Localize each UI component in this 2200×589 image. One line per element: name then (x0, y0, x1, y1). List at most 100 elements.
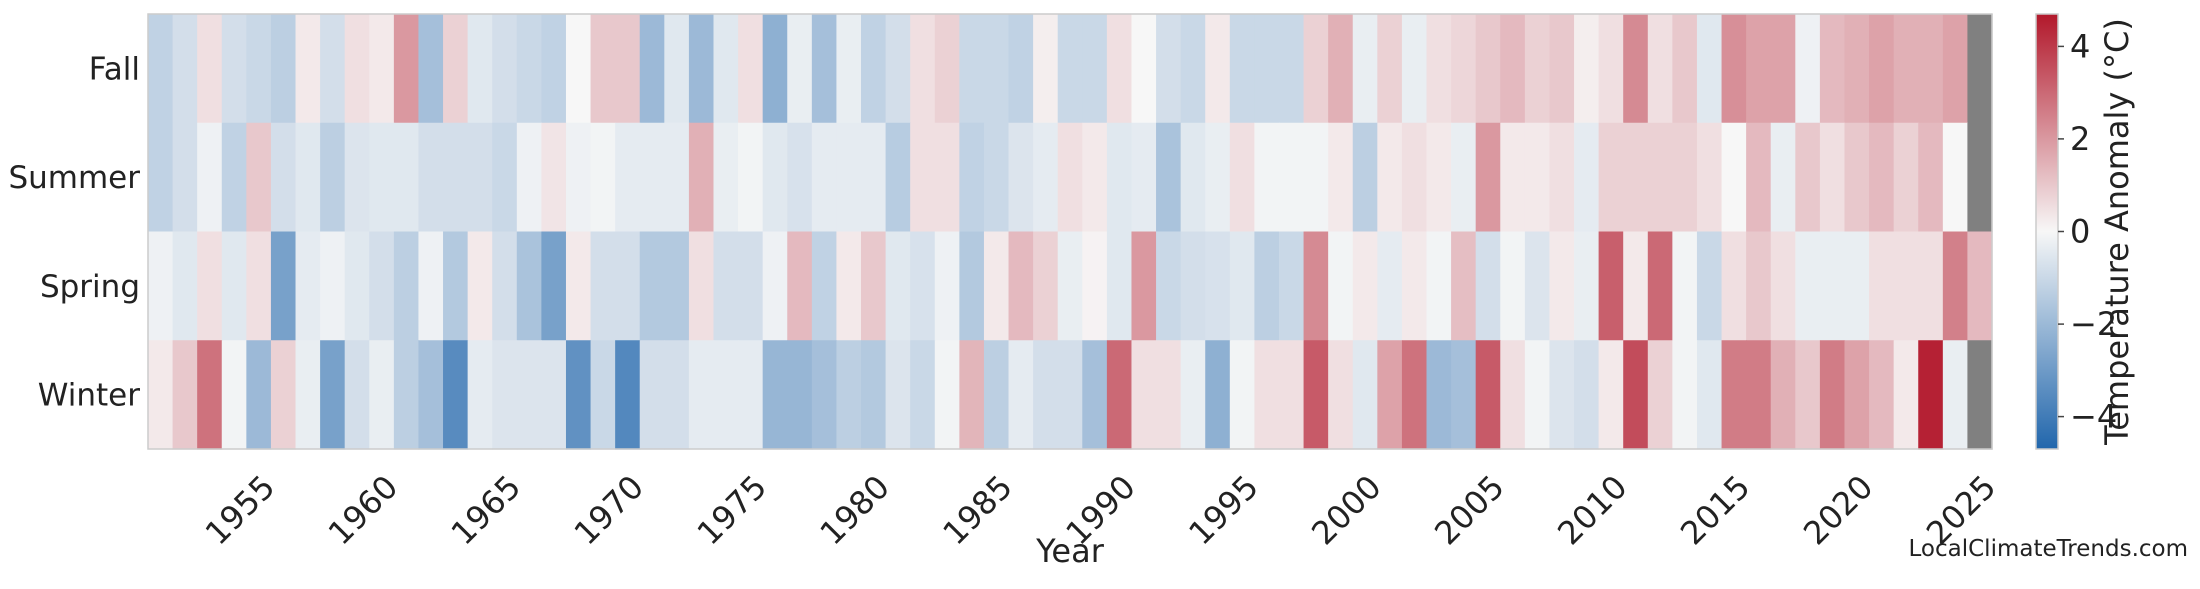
heatmap-cell-spring-1992 (1156, 231, 1182, 341)
x-tick-1970: 1970 (567, 468, 651, 552)
heatmap-cell-spring-2013 (1672, 231, 1698, 341)
heatmap-cell-spring-1990 (1106, 231, 1133, 341)
heatmap-cell-fall-1995 (1229, 14, 1255, 124)
heatmap-cell-spring-1966 (516, 231, 542, 341)
heatmap-cell-winter-2018 (1795, 340, 1821, 450)
heatmap-cell-summer-1966 (516, 122, 542, 233)
heatmap-cell-spring-1980 (861, 231, 887, 341)
heatmap-cell-summer-1978 (811, 122, 838, 233)
heatmap-cell-winter-1965 (492, 340, 518, 450)
heatmap-cell-winter-2002 (1401, 340, 1428, 450)
heatmap-cell-winter-2011 (1623, 340, 1649, 450)
heatmap-cell-summer-2004 (1451, 122, 1477, 233)
heatmap-cell-winter-2004 (1451, 340, 1477, 450)
x-tick-2005: 2005 (1427, 468, 1511, 552)
x-tick-1985: 1985 (935, 468, 1019, 552)
heatmap-cell-winter-1999 (1328, 340, 1354, 450)
heatmap-cell-summer-1986 (1008, 122, 1034, 233)
heatmap-cell-fall-2000 (1352, 14, 1378, 124)
source-credit: LocalClimateTrends.com (1909, 536, 2188, 562)
heatmap-cell-winter-1985 (983, 340, 1010, 450)
heatmap-cell-fall-1990 (1106, 14, 1133, 124)
heatmap-cell-fall-2013 (1672, 14, 1698, 124)
heatmap-cell-winter-1979 (836, 340, 862, 450)
heatmap-cell-spring-2011 (1623, 231, 1649, 341)
heatmap-cell-spring-2019 (1819, 231, 1846, 341)
heatmap-cell-winter-1986 (1008, 340, 1034, 450)
colorbar-tick-1: 2 (2070, 120, 2090, 158)
heatmap-cell-spring-1988 (1057, 231, 1083, 341)
heatmap-cell-summer-1980 (861, 122, 887, 233)
heatmap-cell-fall-1960 (369, 14, 395, 124)
heatmap-cell-winter-1971 (639, 340, 665, 450)
heatmap-cell-fall-1994 (1205, 14, 1231, 124)
x-tick-1960: 1960 (321, 468, 405, 552)
x-tick-2020: 2020 (1796, 468, 1880, 552)
heatmap-cell-fall-1986 (1008, 14, 1034, 124)
heatmap-cell-fall-1953 (197, 14, 223, 124)
heatmap-cell-fall-1959 (344, 14, 370, 124)
heatmap-cell-fall-1992 (1156, 14, 1182, 124)
heatmap-cell-fall-2011 (1623, 14, 1649, 124)
heatmap-cell-spring-2012 (1647, 231, 1673, 341)
heatmap-cell-winter-1990 (1106, 340, 1133, 450)
heatmap-cell-summer-1995 (1229, 122, 1255, 233)
heatmap-cell-winter-1978 (811, 340, 838, 450)
heatmap-cell-summer-1993 (1180, 122, 1206, 233)
heatmap-cell-fall-1956 (270, 14, 297, 124)
colorbar-tick-3: −2 (2070, 305, 2117, 343)
heatmap-cell-spring-1959 (344, 231, 370, 341)
heatmap-cell-winter-1996 (1254, 340, 1280, 450)
heatmap-cell-summer-1954 (221, 122, 247, 233)
x-axis-title: Year (1035, 532, 1105, 570)
heatmap-cell-winter-1983 (934, 340, 960, 450)
heatmap-cell-summer-1989 (1082, 122, 1108, 233)
heatmap-cell-winter-1959 (344, 340, 370, 450)
heatmap-cell-fall-1978 (811, 14, 838, 124)
heatmap-cell-fall-1963 (443, 14, 469, 124)
heatmap-cell-fall-2009 (1574, 14, 1600, 124)
heatmap-cell-summer-1981 (885, 122, 911, 233)
heatmap-cell-winter-1998 (1303, 340, 1329, 450)
heatmap-cell-fall-1972 (664, 14, 690, 124)
heatmap-cell-winter-2020 (1844, 340, 1870, 450)
heatmap-cell-fall-1967 (541, 14, 567, 124)
heatmap-cell-summer-2006 (1500, 122, 1526, 233)
heatmap-cell-spring-1958 (320, 231, 346, 341)
heatmap-cell-winter-2013 (1672, 340, 1698, 450)
heatmap-cell-spring-1963 (443, 231, 469, 341)
season-labels: Fall Summer Spring Winter (8, 51, 140, 413)
heatmap-cell-summer-1991 (1131, 122, 1157, 233)
heatmap-cell-spring-1978 (811, 231, 838, 341)
heatmap-cell-spring-2009 (1574, 231, 1600, 341)
heatmap-cell-summer-1970 (615, 122, 641, 233)
heatmap-cell-fall-1993 (1180, 14, 1206, 124)
heatmap-cell-summer-1987 (1033, 122, 1059, 233)
heatmap-cell-winter-2003 (1426, 340, 1452, 450)
heatmap-cell-spring-2005 (1475, 231, 1501, 341)
heatmap-cell-summer-2008 (1549, 122, 1575, 233)
heatmap-cell-winter-2016 (1746, 340, 1772, 450)
heatmap-cell-summer-1955 (246, 122, 272, 233)
heatmap-cell-fall-1961 (393, 14, 420, 124)
heatmap-cell-fall-2004 (1451, 14, 1477, 124)
heatmap-cell-summer-1994 (1205, 122, 1231, 233)
heatmap-cell-winter-2000 (1352, 340, 1378, 450)
heatmap-cell-fall-2025 (1967, 14, 1993, 124)
heatmap-cell-fall-1970 (615, 14, 641, 124)
heatmap-cell-spring-1961 (393, 231, 420, 341)
heatmap-cell-summer-1957 (295, 122, 321, 233)
heatmap-cell-fall-1984 (959, 14, 985, 124)
heatmap-cell-winter-2021 (1869, 340, 1895, 450)
heatmap-cell-winter-1988 (1057, 340, 1083, 450)
heatmap-cell-summer-2003 (1426, 122, 1452, 233)
heatmap-cell-summer-1973 (688, 122, 715, 233)
heatmap-cell-spring-1964 (467, 231, 493, 341)
season-label-spring: Spring (40, 269, 140, 305)
heatmap-cell-fall-1998 (1303, 14, 1329, 124)
heatmap-cell-winter-2006 (1500, 340, 1526, 450)
heatmap-cell-spring-1986 (1008, 231, 1034, 341)
heatmap-cell-summer-1974 (713, 122, 739, 233)
heatmap-cell-winter-2014 (1696, 340, 1723, 450)
